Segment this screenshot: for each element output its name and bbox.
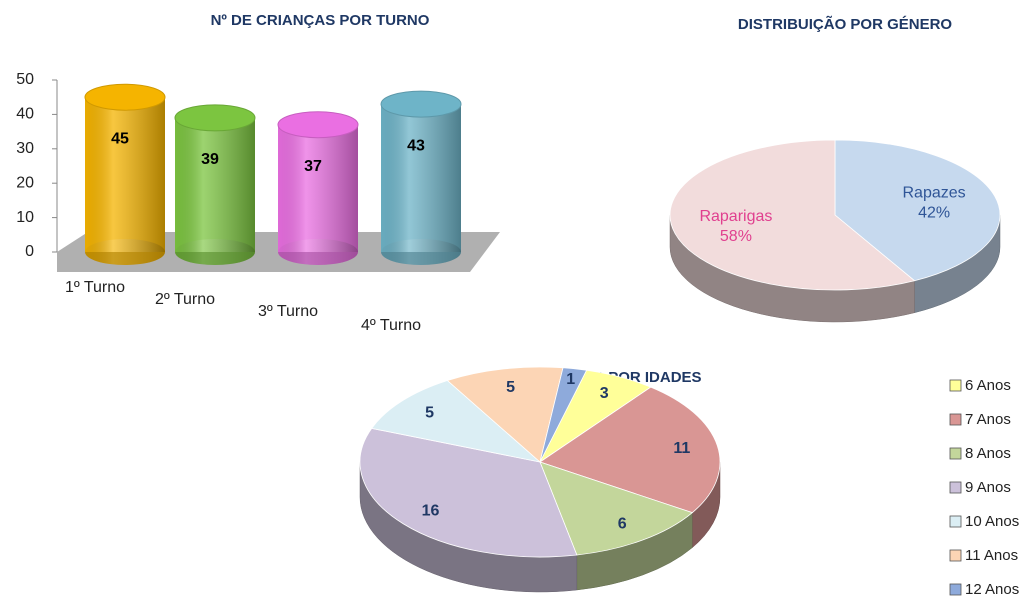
cylinder-shade bbox=[175, 117, 255, 252]
cylinder-shade bbox=[85, 97, 165, 252]
y-tick-label: 30 bbox=[16, 140, 34, 157]
cylinder-shade bbox=[381, 104, 461, 252]
pie-slice bbox=[359, 427, 578, 558]
legend-label: 7 Anos bbox=[965, 411, 1011, 428]
cylinder bbox=[174, 104, 256, 265]
x-tick-label: 1º Turno bbox=[65, 279, 125, 296]
data-label: 37 bbox=[304, 158, 322, 175]
pie-slice bbox=[834, 139, 1001, 282]
legend-label: 9 Anos bbox=[965, 479, 1011, 496]
data-label: 58% bbox=[720, 228, 752, 245]
data-label: 1 bbox=[566, 371, 575, 388]
cylinder-top bbox=[277, 111, 359, 139]
legend-label: 6 Anos bbox=[965, 377, 1011, 394]
x-tick-label: 3º Turno bbox=[258, 303, 318, 320]
legend-swatch bbox=[949, 515, 962, 528]
pie-slice bbox=[539, 386, 721, 514]
data-label: 6 bbox=[618, 516, 627, 533]
cylinder-base-front bbox=[278, 239, 358, 265]
legend-swatch bbox=[949, 481, 962, 494]
cylinder bbox=[380, 90, 462, 265]
legend-label: 11 Anos bbox=[965, 547, 1018, 564]
legend-swatch bbox=[949, 549, 962, 562]
cylinder-top bbox=[380, 90, 462, 118]
pie-slice bbox=[539, 461, 694, 556]
x-tick-label: 2º Turno bbox=[155, 291, 215, 308]
cylinder-shade bbox=[278, 124, 358, 252]
data-label: 5 bbox=[425, 404, 434, 421]
y-tick-label: 20 bbox=[16, 174, 34, 191]
y-tick-label: 50 bbox=[16, 71, 34, 88]
legend-label: 8 Anos bbox=[965, 445, 1011, 462]
legend-swatch bbox=[949, 413, 962, 426]
data-label: 43 bbox=[407, 137, 425, 154]
y-tick-label: 0 bbox=[25, 243, 34, 260]
cylinder bbox=[277, 111, 359, 265]
slice-name: Raparigas bbox=[699, 208, 772, 225]
data-label: 45 bbox=[111, 130, 129, 147]
pie-slice bbox=[669, 139, 916, 291]
pie-slice bbox=[539, 367, 588, 463]
cylinder-top bbox=[174, 104, 256, 132]
legend-label: 12 Anos bbox=[965, 581, 1019, 598]
cylinder bbox=[84, 83, 166, 265]
chart-title: Nº DE CRIANÇAS POR TURNO bbox=[211, 12, 430, 29]
cylinder-base-front bbox=[175, 239, 255, 265]
legend-swatch bbox=[949, 379, 962, 392]
chart-title: DISTRIBUIÇÃO POR GÉNERO bbox=[738, 15, 953, 33]
data-label: 42% bbox=[918, 205, 950, 222]
x-tick-label: 4º Turno bbox=[361, 317, 421, 334]
cylinder-top bbox=[84, 83, 166, 111]
pie-slice bbox=[446, 366, 564, 463]
data-label: 39 bbox=[201, 151, 219, 168]
cylinder-base-front bbox=[381, 239, 461, 265]
legend-swatch bbox=[949, 583, 962, 596]
data-label: 16 bbox=[422, 503, 440, 520]
cylinder-base-front bbox=[85, 239, 165, 265]
pie-slice bbox=[370, 380, 542, 463]
data-label: 5 bbox=[506, 379, 515, 396]
legend-swatch bbox=[949, 447, 962, 460]
slice-name: Rapazes bbox=[903, 185, 966, 202]
y-tick-label: 10 bbox=[16, 209, 34, 226]
legend-label: 10 Anos bbox=[965, 513, 1019, 530]
data-label: 11 bbox=[673, 440, 690, 457]
y-tick-label: 40 bbox=[16, 106, 34, 123]
data-label: 3 bbox=[600, 385, 609, 402]
